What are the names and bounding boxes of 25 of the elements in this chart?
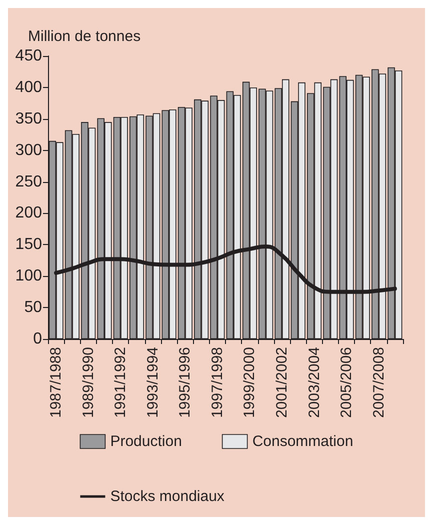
x-tick-label: 1999/2000	[241, 347, 258, 418]
y-axis-title: Million de tonnes	[28, 28, 141, 45]
y-tick-label: 100	[15, 268, 42, 285]
x-tick-label: 1991/1992	[112, 347, 130, 418]
x-tick-label: 1995/1996	[176, 347, 194, 418]
y-tick-label: 0	[33, 330, 42, 348]
x-tick-label: 1993/1994	[144, 347, 162, 418]
y-tick-label: 400	[15, 78, 42, 96]
y-tick-label: 200	[15, 204, 42, 222]
x-tick-label: 2005/2006	[338, 347, 356, 418]
y-tick-label: 300	[15, 142, 42, 159]
legend-label: Production	[110, 433, 182, 450]
x-tick-label: 2001/2002	[273, 347, 290, 418]
y-tick-label: 150	[15, 236, 42, 254]
legend-label: Stocks mondiaux	[110, 488, 225, 505]
y-tick-label: 250	[15, 173, 42, 190]
y-tick-label: 450	[15, 48, 42, 64]
y-tick-label: 350	[15, 110, 42, 128]
x-tick-label: 1987/1988	[48, 347, 65, 418]
x-tick-label: 2007/2008	[370, 347, 388, 418]
x-tick-label: 1997/1998	[208, 347, 226, 418]
legend-label: Consommation	[252, 433, 354, 450]
x-tick-label: 1989/1990	[80, 347, 97, 418]
y-tick-label: 50	[24, 299, 42, 316]
x-tick-label: 2003/2004	[306, 347, 323, 418]
